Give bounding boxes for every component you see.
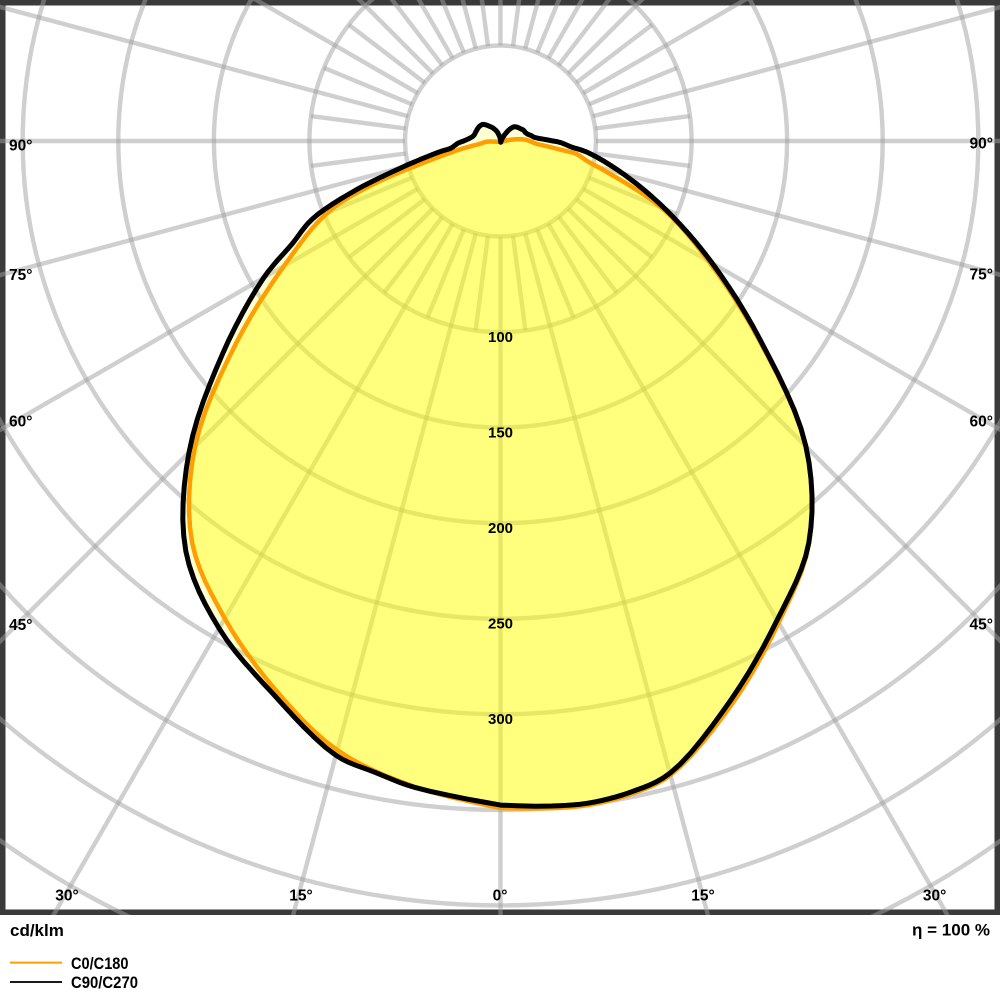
- svg-text:30°: 30°: [55, 888, 78, 905]
- svg-text:60°: 60°: [9, 414, 32, 431]
- svg-text:C90/C270: C90/C270: [71, 974, 138, 992]
- svg-text:30°: 30°: [923, 888, 946, 905]
- svg-text:45°: 45°: [970, 617, 993, 634]
- svg-text:300: 300: [488, 711, 513, 728]
- svg-text:0°: 0°: [493, 888, 508, 905]
- svg-text:η = 100 %: η = 100 %: [912, 921, 990, 940]
- svg-text:15°: 15°: [289, 888, 312, 905]
- svg-text:90°: 90°: [970, 136, 993, 153]
- svg-text:60°: 60°: [970, 414, 993, 431]
- svg-text:100: 100: [488, 329, 513, 346]
- svg-text:90°: 90°: [9, 138, 32, 155]
- svg-text:150: 150: [488, 424, 513, 441]
- svg-text:45°: 45°: [9, 617, 32, 634]
- svg-text:cd/klm: cd/klm: [10, 921, 64, 940]
- svg-text:75°: 75°: [9, 267, 32, 284]
- svg-text:15°: 15°: [691, 888, 714, 905]
- svg-text:75°: 75°: [970, 267, 993, 284]
- svg-text:C0/C180: C0/C180: [71, 955, 129, 973]
- svg-text:250: 250: [488, 615, 513, 632]
- svg-text:200: 200: [488, 520, 513, 537]
